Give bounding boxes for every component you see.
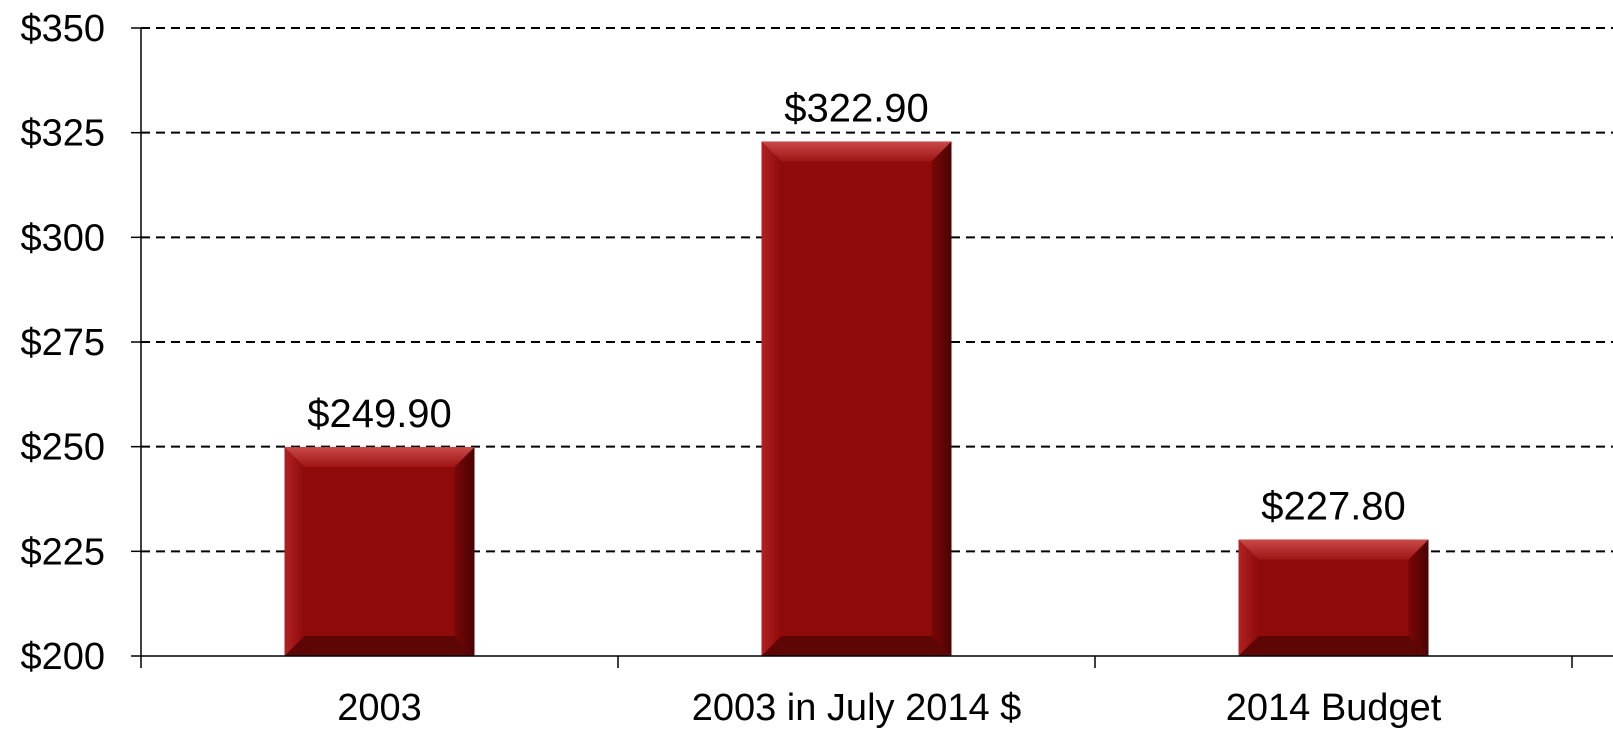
- bar-bevel-top: [1238, 539, 1429, 560]
- data-label: $249.90: [307, 392, 452, 436]
- y-tick-label: $300: [20, 217, 105, 259]
- bar-bevel-right: [1408, 539, 1429, 656]
- bar-bevel-right: [454, 447, 475, 656]
- bar-bevel-left: [1238, 539, 1259, 656]
- bar-bevel-bottom: [1238, 636, 1429, 656]
- y-tick-label: $325: [20, 113, 105, 155]
- data-label: $227.80: [1261, 485, 1406, 529]
- bars: [284, 141, 1429, 656]
- y-tick-label: $350: [20, 8, 105, 50]
- bar-1: [284, 447, 475, 656]
- y-tick-label: $250: [20, 427, 105, 469]
- x-category-label: 2003: [337, 687, 422, 729]
- bar-3: [1238, 539, 1429, 656]
- y-tick-label: $200: [20, 636, 105, 678]
- bar-bevel-right: [931, 141, 952, 656]
- x-category-label: 2014 Budget: [1226, 687, 1442, 729]
- y-axis-ticks: $200 $225 $250 $275 $300 $325 $350: [20, 8, 141, 678]
- data-labels: $249.90 $322.90 $227.80: [307, 86, 1406, 528]
- bar-body: [284, 447, 475, 656]
- y-tick-label: $275: [20, 322, 105, 364]
- bar-bevel-top: [761, 141, 952, 162]
- bar-2: [761, 141, 952, 656]
- bar-bevel-left: [761, 141, 782, 656]
- x-category-label: 2003 in July 2014 $: [692, 687, 1022, 729]
- data-label: $322.90: [784, 86, 929, 130]
- bar-bevel-bottom: [284, 636, 475, 656]
- bar-bevel-bottom: [761, 636, 952, 656]
- bar-body: [761, 141, 952, 656]
- bar-bevel-left: [284, 447, 305, 656]
- y-tick-label: $225: [20, 531, 105, 573]
- bar-bevel-top: [284, 447, 475, 468]
- axes: [140, 28, 1613, 668]
- x-axis-categories: 2003 2003 in July 2014 $ 2014 Budget: [337, 687, 1441, 729]
